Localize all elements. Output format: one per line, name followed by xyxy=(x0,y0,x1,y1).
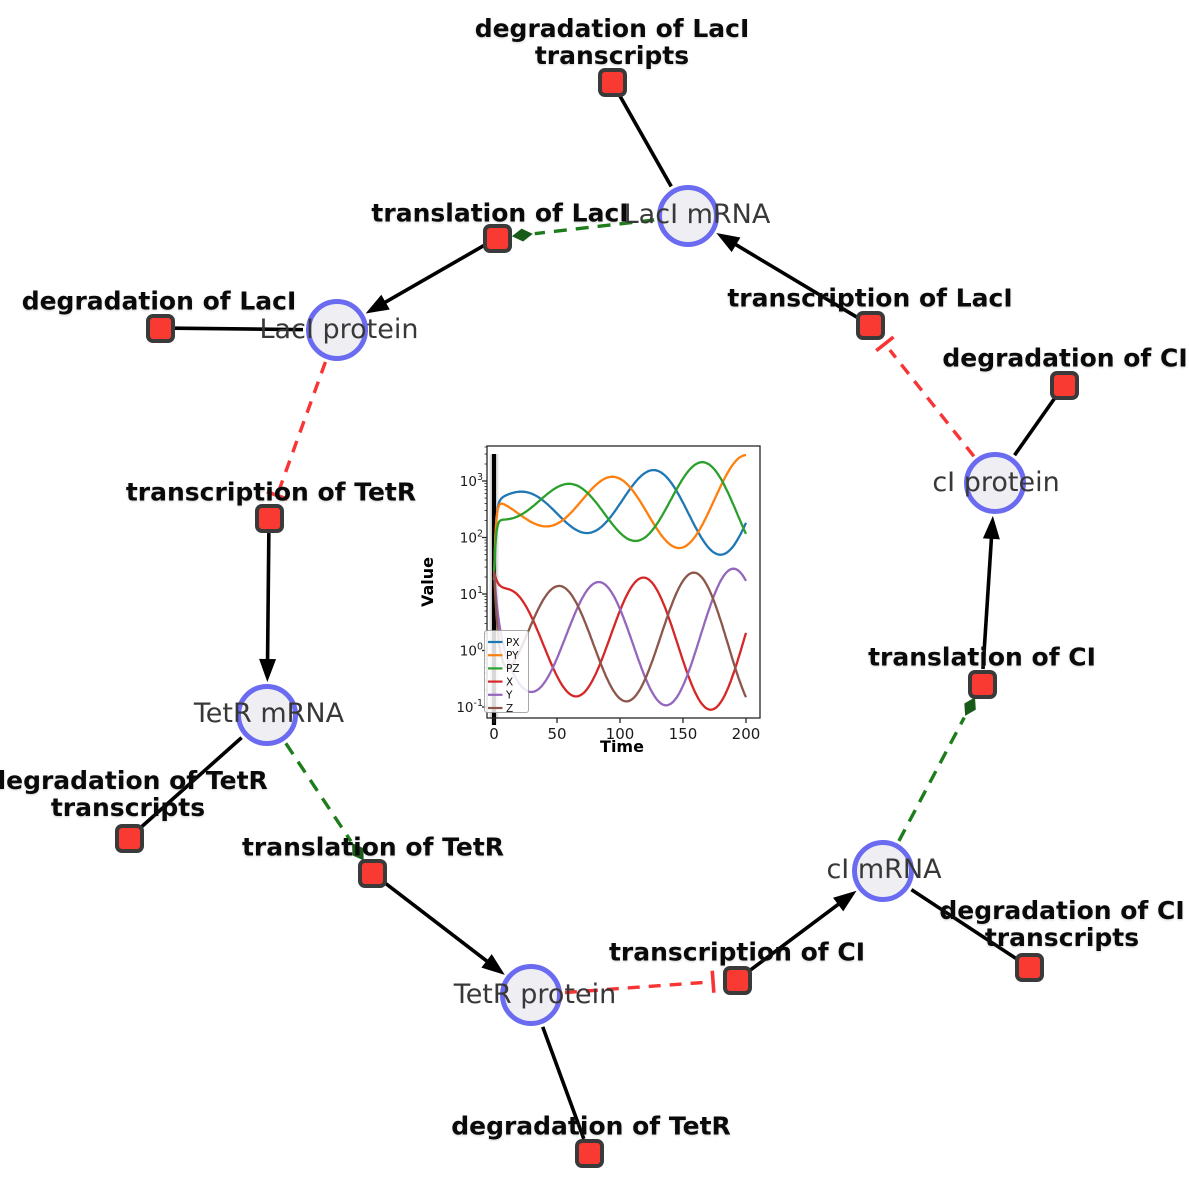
reaction-label-tl_tetr: translation of TetR xyxy=(242,834,504,861)
edge-modifier-ci_mrna-to-tl_ci xyxy=(897,697,976,842)
species-label-laci_mrna: LacI mRNA xyxy=(623,199,771,230)
reaction-label-line: transcription of TetR xyxy=(125,477,417,507)
edge-product-tl_tetr-to-tetr_protein xyxy=(382,880,505,975)
reaction-label-deg_ci_tx: degradation of CI transcripts xyxy=(939,897,1184,951)
reaction-label-deg_laci: degradation of LacI xyxy=(22,288,297,315)
legend-label-Y: Y xyxy=(505,690,513,702)
species-label-tetr_protein: TetR protein xyxy=(453,979,617,1010)
reaction-label-line: degradation of CI xyxy=(942,343,1188,373)
reaction-label-tl_laci: translation of LacI xyxy=(371,200,628,227)
t0-stripe xyxy=(489,454,499,718)
reaction-label-line: degradation of LacI xyxy=(474,14,750,43)
reaction-label-line: degradation of TetR xyxy=(451,1111,731,1141)
reaction-node-deg_tetr_tx[interactable] xyxy=(114,823,144,853)
reaction-label-tx_laci: transcription of LacI xyxy=(727,285,1012,312)
series-line-X xyxy=(492,571,748,711)
y-axis-label: Value xyxy=(418,557,437,607)
reaction-node-deg_ci_tx[interactable] xyxy=(1014,952,1044,982)
inset-plot: 0 50 100 150 20010-1100101102103TimeValuePXP… xyxy=(418,445,761,756)
reaction-node-deg_laci[interactable] xyxy=(145,313,175,343)
reaction-label-line: transcripts xyxy=(534,41,690,70)
reaction-label-tl_ci: translation of CI xyxy=(868,644,1096,671)
x-tick-label: 100 xyxy=(606,725,635,743)
reaction-label-line: translation of CI xyxy=(868,642,1096,672)
species-label-ci_mrna: cI mRNA xyxy=(826,854,942,885)
plot-frame xyxy=(486,445,761,719)
species-label-ci_protein: cI protein xyxy=(932,467,1060,498)
series-line-Y xyxy=(492,567,748,707)
reaction-label-line: degradation of LacI xyxy=(21,286,297,316)
reaction-label-deg_tetr_tx: degradation of TetR transcripts xyxy=(0,767,268,821)
reaction-label-tx_tetr: transcription of TetR xyxy=(126,479,416,506)
reaction-node-tl_laci[interactable] xyxy=(482,223,512,253)
species-node-laci_protein[interactable] xyxy=(306,299,368,361)
edge-product-tx_tetr-to-tetr_mrna xyxy=(259,532,277,683)
reaction-node-tl_tetr[interactable] xyxy=(357,858,387,888)
x-tick-label: 150 xyxy=(669,725,698,743)
species-label-laci_protein: LacI protein xyxy=(259,314,419,345)
series-line-PX xyxy=(492,468,748,580)
reaction-node-tl_ci[interactable] xyxy=(967,669,997,699)
species-node-laci_mrna[interactable] xyxy=(657,185,719,247)
series-line-PZ xyxy=(492,461,748,580)
y-tick-label: 103 xyxy=(460,472,483,490)
reaction-label-deg_tetr: degradation of TetR xyxy=(451,1113,731,1140)
reaction-label-line: transcripts xyxy=(984,923,1140,952)
reaction-label-tx_ci: transcription of CI xyxy=(609,939,865,966)
x-tick-label: 50 xyxy=(547,725,566,743)
x-tick-label: 0 xyxy=(489,725,499,743)
reaction-node-tx_ci[interactable] xyxy=(722,965,752,995)
series-line-PY xyxy=(492,453,747,580)
edge-product-tl_laci-to-laci_protein xyxy=(365,243,485,314)
edge-reactant-laci_mrna-to-deg_laci_tx xyxy=(617,94,673,188)
chart-curves xyxy=(492,453,748,711)
legend-label-X: X xyxy=(506,676,513,688)
edge-reactant-ci_protein-to-deg_ci xyxy=(1013,396,1057,457)
y-tick-label: 100 xyxy=(460,642,483,660)
species-label-tetr_mrna: TetR mRNA xyxy=(193,698,345,729)
series-line-Z xyxy=(492,571,748,703)
species-node-ci_protein[interactable] xyxy=(964,452,1026,514)
x-tick-label: 200 xyxy=(732,725,761,743)
y-tick-label: 10-1 xyxy=(456,698,483,716)
y-tick-label: 102 xyxy=(460,529,483,547)
reaction-label-line: translation of LacI xyxy=(371,198,629,228)
reaction-label-line: degradation of CI xyxy=(939,896,1185,925)
y-tick-label: 101 xyxy=(460,585,483,603)
x-axis-label: Time xyxy=(600,737,644,756)
species-node-tetr_protein[interactable] xyxy=(500,964,562,1026)
reaction-node-deg_ci[interactable] xyxy=(1049,370,1079,400)
reaction-label-line: translation of TetR xyxy=(241,832,505,862)
reaction-label-line: transcription of CI xyxy=(608,937,866,967)
reaction-label-deg_ci: degradation of CI xyxy=(942,345,1187,372)
reaction-node-deg_tetr[interactable] xyxy=(574,1138,604,1168)
reaction-label-line: transcription of LacI xyxy=(727,283,1013,313)
reaction-node-deg_laci_tx[interactable] xyxy=(597,67,627,97)
reaction-node-tx_laci[interactable] xyxy=(855,310,885,340)
reaction-node-tx_tetr[interactable] xyxy=(254,503,284,533)
reaction-label-line: transcripts xyxy=(50,793,206,822)
species-node-ci_mrna[interactable] xyxy=(852,840,914,902)
reaction-label-deg_laci_tx: degradation of LacI transcripts xyxy=(475,15,750,69)
legend-label-PY: PY xyxy=(506,650,519,662)
species-node-tetr_mrna[interactable] xyxy=(236,684,298,746)
legend-label-Z: Z xyxy=(506,703,513,715)
legend-label-PX: PX xyxy=(506,637,520,649)
reaction-label-line: degradation of TetR xyxy=(0,766,268,795)
legend-label-PZ: PZ xyxy=(506,663,520,675)
